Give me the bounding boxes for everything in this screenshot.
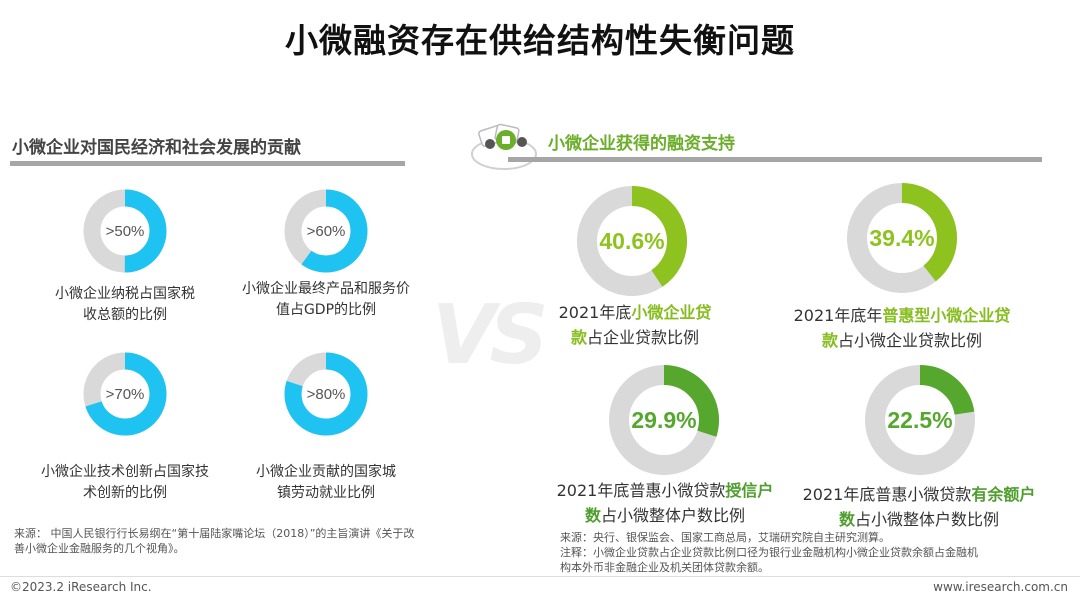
caption-line: 数占小微整体户数比例 [535,503,795,528]
caption-text: 2021年底 [558,303,632,322]
vs-watermark: VS [432,288,549,383]
caption-line: 款占小微企业贷款比例 [772,328,1032,353]
donut-arc [609,365,719,475]
caption-highlight: 授信户 [725,481,774,500]
caption-highlight: 数 [838,510,855,529]
donut-caption-employment: 小微企业贡献的国家城 镇劳动就业比例 [211,462,441,504]
donut-arc [577,186,687,296]
caption-text: 占小微整体户数比例 [601,506,746,525]
donut-chart-balance-accounts: 22.5% [865,365,975,475]
caption-line: 术创新的比例 [83,485,167,501]
footer-copyright: ©2023.2 iResearch Inc. [10,580,152,594]
source-line: 来源：央行、银保监会、国家工商总局，艾瑞研究院自主研究测算。 [560,531,890,544]
donut-arc [83,189,167,273]
caption-text: 2021年底普惠小微贷款 [802,485,972,504]
donut-caption-credit-accounts: 2021年底普惠小微贷款授信户 数占小微整体户数比例 [535,478,795,528]
footer-divider [0,576,1080,577]
caption-text: 占小微整体户数比例 [855,510,1000,529]
donut-chart-gdp: >60% [284,189,368,273]
note-line: 注释：小微企业贷款占企业贷款比例口径为银行业金融机构小微企业贷款余额占金融机 [560,546,978,559]
donut-chart-innovation: >70% [83,352,167,436]
right-source-note: 来源：央行、银保监会、国家工商总局，艾瑞研究院自主研究测算。 注释：小微企业贷款… [560,530,1080,575]
caption-line: 小微企业技术创新占国家技 [41,464,209,480]
donut-caption-inclusive-loans: 2021年底年普惠型小微企业贷 款占小微企业贷款比例 [772,303,1032,353]
donut-chart-sme-loans: 40.6% [577,186,687,296]
left-section-title: 小微企业对国民经济和社会发展的贡献 [12,138,301,158]
donut-chart-inclusive-loans: 39.4% [847,183,957,293]
source-line: 来源： 中国人民银行行长易纲在“第十届陆家嘴论坛（2018）”的主旨演讲《关于改 [14,527,415,540]
donut-arc [847,183,957,293]
page-title: 小微融资存在供给结构性失衡问题 [285,21,795,60]
footer-website[interactable]: www.iresearch.com.cn [933,580,1068,594]
caption-line: 2021年底普惠小微贷款授信户 [535,478,795,503]
donut-chart-tax: >50% [83,189,167,273]
left-section-divider [10,161,405,166]
donut-caption-gdp: 小微企业最终产品和服务价 值占GDP的比例 [211,279,441,321]
donut-value-label: >50% [106,223,145,240]
caption-text: 占企业贷款比例 [587,328,700,347]
donut-chart-employment: >80% [284,352,368,436]
source-line: 善小微企业金融服务的几个视角》。 [14,542,185,555]
right-section-title: 小微企业获得的融资支持 [548,134,735,154]
money-icon [471,123,537,170]
caption-highlight: 款 [821,331,838,350]
caption-line: 镇劳动就业比例 [277,485,375,501]
donut-value-label: >70% [106,386,145,403]
caption-line: 值占GDP的比例 [275,302,377,318]
caption-line: 2021年底年普惠型小微企业贷 [772,303,1032,328]
donut-value-label: 22.5% [887,407,952,433]
caption-text: 2021年底年 [793,306,883,325]
donut-value-label: 40.6% [599,228,664,254]
donut-value-label: 39.4% [869,225,934,251]
right-section-divider [508,157,1042,162]
donut-value-label: 29.9% [631,407,696,433]
donut-caption-balance-accounts: 2021年底普惠小微贷款有余额户 数占小微整体户数比例 [789,482,1049,532]
donut-arc [865,365,975,475]
donut-arc [83,352,167,436]
donut-value-label: >60% [307,223,346,240]
caption-text: 2021年底普惠小微贷款 [556,481,726,500]
left-source-note: 来源： 中国人民银行行长易纲在“第十届陆家嘴论坛（2018）”的主旨演讲《关于改… [14,526,534,556]
caption-text: 占小微企业贷款比例 [838,331,983,350]
caption-line: 2021年底普惠小微贷款有余额户 [789,482,1049,507]
donut-caption-sme-loans: 2021年底小微企业贷 款占企业贷款比例 [505,300,765,350]
donut-arc [284,189,368,273]
caption-highlight: 小微企业贷 [631,303,712,322]
caption-line: 款占企业贷款比例 [505,325,765,350]
caption-highlight: 有余额户 [971,485,1036,504]
caption-line: 数占小微整体户数比例 [789,507,1049,532]
donut-arc [284,352,368,436]
caption-highlight: 数 [584,506,601,525]
donut-caption-tax: 小微企业纳税占国家税 收总额的比例 [10,284,240,326]
donut-caption-innovation: 小微企业技术创新占国家技 术创新的比例 [10,462,240,504]
caption-highlight: 款 [570,328,587,347]
donut-value-label: >80% [307,386,346,403]
caption-highlight: 普惠型小微企业贷 [882,306,1011,325]
note-line: 构本外币非金融企业及机关团体贷款余额。 [560,561,769,574]
caption-line: 小微企业最终产品和服务价 [242,281,410,297]
caption-line: 小微企业纳税占国家税 [55,286,195,302]
caption-line: 2021年底小微企业贷 [505,300,765,325]
caption-line: 小微企业贡献的国家城 [256,464,396,480]
caption-line: 收总额的比例 [83,307,167,323]
donut-chart-credit-accounts: 29.9% [609,365,719,475]
